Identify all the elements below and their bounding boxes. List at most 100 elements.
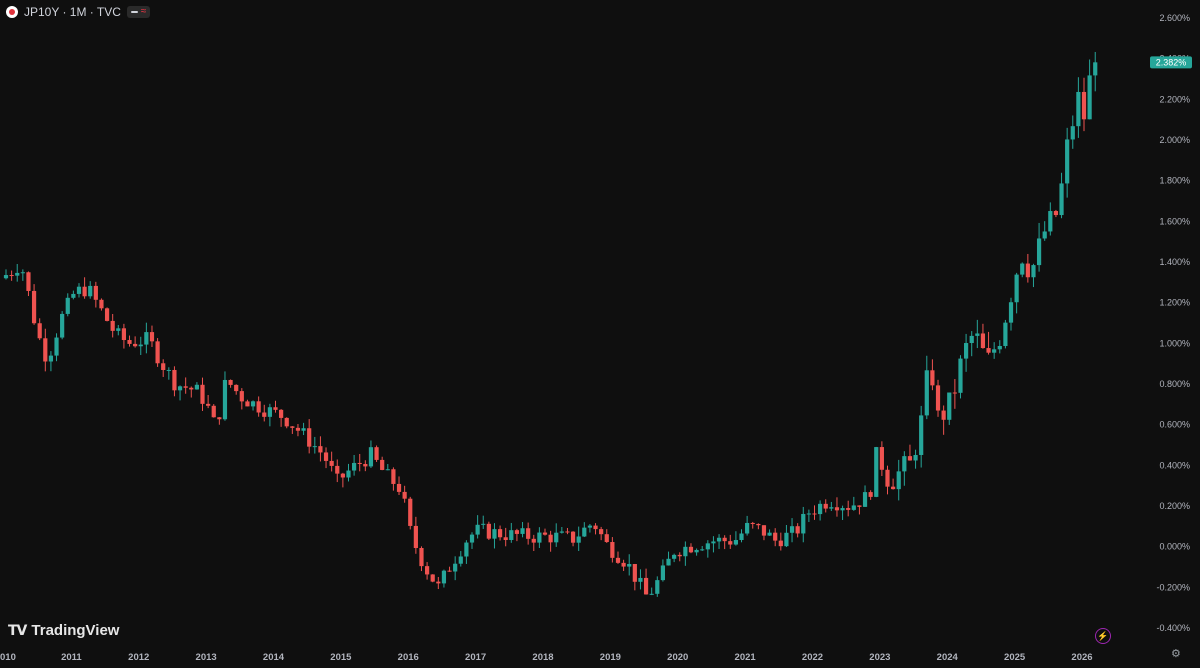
candle-body [1081,91,1087,120]
candle [649,587,654,596]
candle [980,323,986,349]
candle [228,379,233,388]
candle [705,540,710,558]
y-tick-label: 0.000% [1159,542,1190,552]
candle-body [217,417,222,420]
candle [1065,127,1070,198]
candle [323,447,329,469]
candle [211,404,216,418]
candle [846,500,851,517]
settings-icon[interactable]: ⚙ [1171,648,1181,660]
candle [161,359,166,377]
candle-body [874,447,879,497]
candle [99,298,104,311]
candle [1003,319,1008,349]
candle-body [206,403,211,406]
x-tick-label: 2011 [61,652,82,663]
visibility-badge[interactable]: ≈ [126,6,151,18]
candle [739,529,744,543]
candle [963,333,969,372]
candle-body [750,522,755,524]
candle-body [3,275,9,279]
candle-body [430,574,435,582]
candle [76,283,82,298]
y-tick-label: 2.000% [1159,135,1190,145]
candle [969,331,974,357]
candle-body [924,370,929,416]
candle-body [621,562,626,567]
candle-body [1031,265,1036,278]
candle-body [526,528,531,539]
candle [599,526,604,541]
candle [851,496,856,511]
candle-body [357,462,362,464]
candle [60,311,65,340]
candle [43,328,48,372]
candle [357,453,362,472]
x-tick-label: 2023 [869,652,890,663]
symbol-header[interactable]: JP10Y · 1M · TVC ≈ [6,4,151,20]
candle [1070,115,1075,149]
y-tick-label: 2.600% [1159,13,1190,23]
candle-body [127,340,132,344]
candle [1025,253,1030,283]
candle-body [806,513,811,515]
candle-body [840,508,845,511]
candle [795,523,800,538]
candle [26,271,31,297]
tradingview-mark-icon: TV [8,622,27,639]
candle [700,546,705,552]
candle-body [542,532,548,535]
candle-body [739,533,744,541]
candle-body [694,549,699,553]
candle-body [374,447,379,460]
candle [464,540,469,564]
candle [396,476,402,496]
candle-body [537,532,542,543]
candle-body [891,486,896,490]
candle [874,446,879,498]
candle [879,441,884,476]
candle-body [627,563,632,567]
candle-body [980,333,986,349]
x-tick-label: 2022 [802,652,823,663]
candle-body [834,507,840,511]
candle [458,551,463,567]
candle-body [352,462,357,471]
candle-body [599,529,604,535]
candle-body [93,285,98,300]
candle [565,527,570,535]
candle-body [503,537,508,541]
candle [621,559,626,571]
candle-body [200,384,205,404]
y-tick-label: 0.600% [1159,420,1190,430]
candle [279,409,284,427]
candle [430,574,435,583]
candle [1042,221,1047,241]
candle-body [312,446,317,448]
candle [413,516,418,554]
candle-body [879,447,884,470]
bolt-icon[interactable]: ⚡ [1095,628,1111,644]
candle [329,451,334,472]
candle-body [9,275,14,277]
candle-body [818,503,823,515]
candle-body [245,401,250,407]
candle [447,566,452,572]
candle-body [952,392,957,394]
candle [672,553,677,563]
y-tick-label: 1.600% [1159,216,1190,226]
candle-body [1014,274,1019,303]
candle [919,405,924,468]
candle-body [885,469,890,487]
candle-body [76,286,82,294]
candle [559,526,564,534]
candle [868,490,873,500]
candle [907,444,913,461]
candle-body [773,532,778,541]
candle-body [913,454,918,461]
candle [537,527,542,548]
candle-body [1008,302,1014,323]
